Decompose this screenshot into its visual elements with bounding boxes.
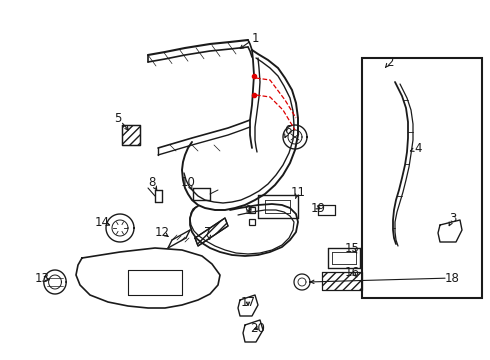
Text: 2: 2: [386, 55, 394, 68]
Text: 4: 4: [414, 141, 422, 154]
Text: 9: 9: [244, 203, 252, 216]
Text: 14: 14: [95, 216, 109, 229]
Text: 19: 19: [311, 202, 325, 215]
Text: 1: 1: [251, 32, 259, 45]
Text: 18: 18: [444, 271, 460, 284]
Text: 17: 17: [241, 296, 255, 309]
Text: 8: 8: [148, 176, 156, 189]
Text: 10: 10: [180, 176, 196, 189]
Text: 12: 12: [154, 225, 170, 239]
Bar: [362, 58, 482, 298]
Text: 7: 7: [204, 225, 212, 239]
Text: 13: 13: [35, 271, 49, 284]
Text: 15: 15: [344, 242, 360, 255]
Text: 20: 20: [250, 321, 266, 334]
Text: 6: 6: [284, 123, 292, 136]
Text: 5: 5: [114, 112, 122, 125]
Text: 16: 16: [344, 266, 360, 279]
Text: 3: 3: [449, 212, 457, 225]
Text: 11: 11: [291, 185, 305, 198]
